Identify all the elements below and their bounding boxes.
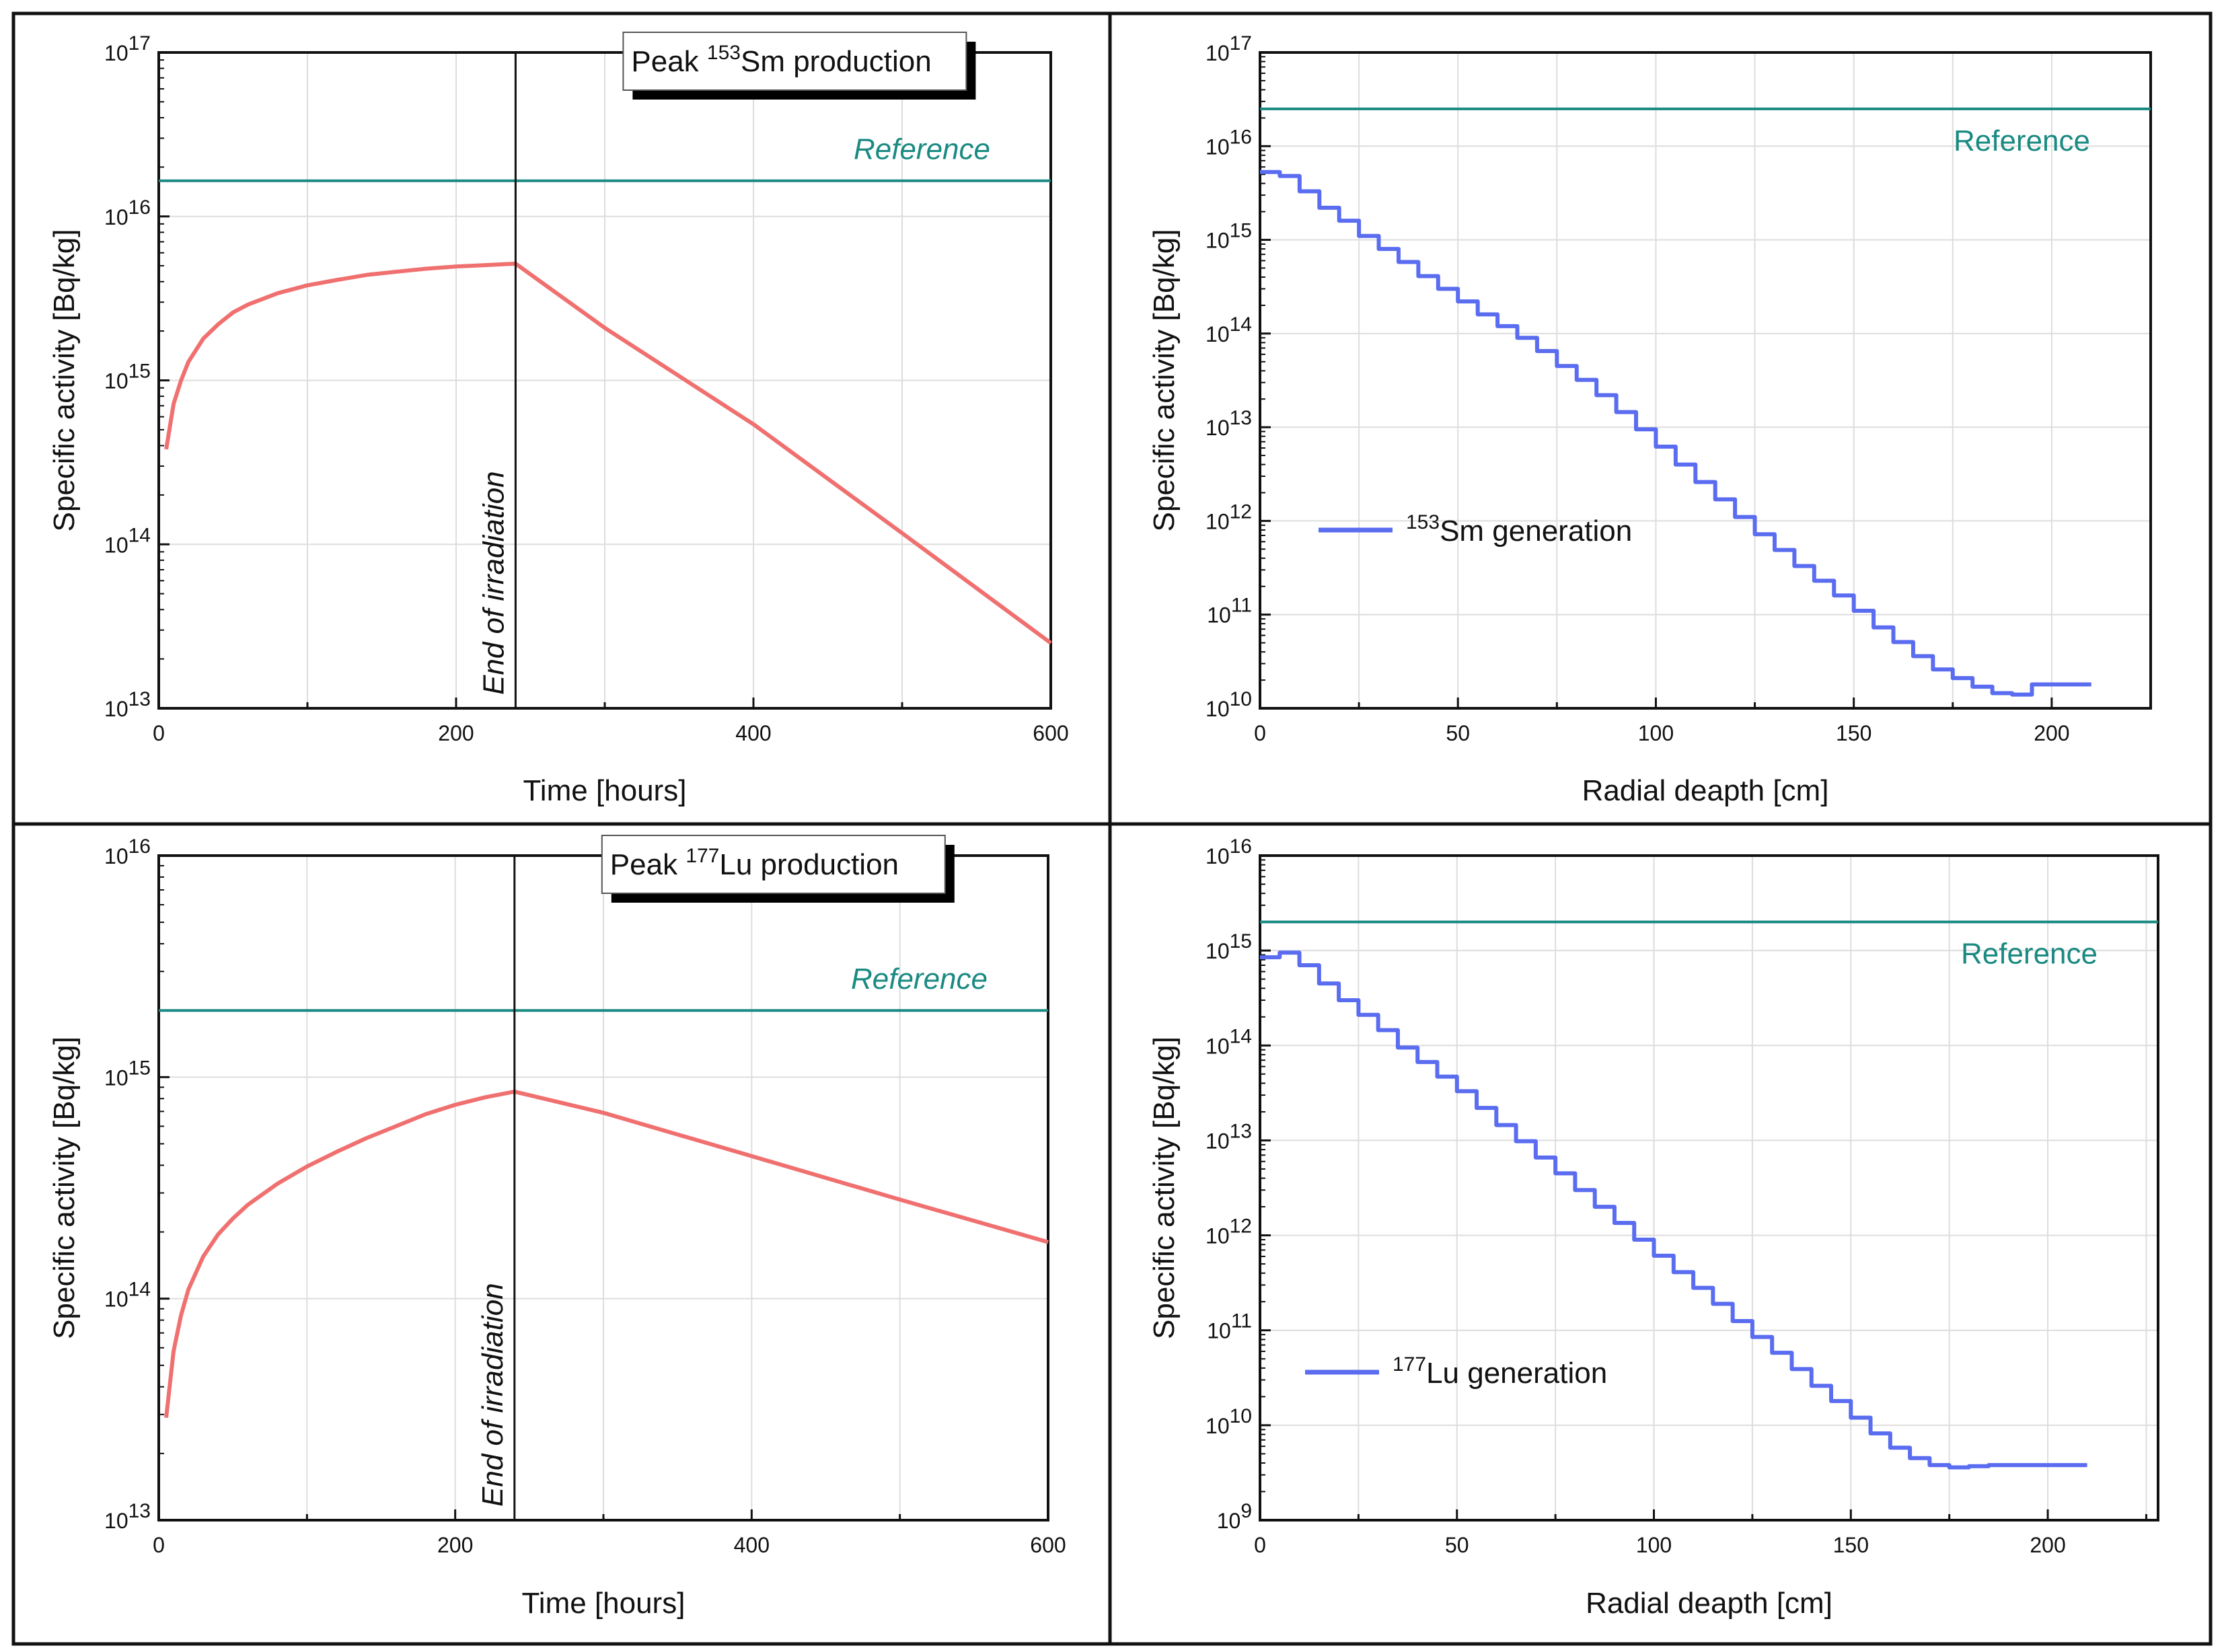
series-line bbox=[164, 1089, 1049, 1419]
y-tick-label: 1010 bbox=[1206, 688, 1252, 721]
y-tick-label: 1012 bbox=[1206, 500, 1252, 533]
x-axis: 0 200 400 600 bbox=[153, 1509, 1066, 1557]
peak-production-box: Peak 153Sm production bbox=[622, 32, 976, 100]
y-tick-label: 1010 bbox=[1206, 1405, 1252, 1438]
y-axis-title: Specific activity [Bq/kg] bbox=[1148, 1037, 1181, 1339]
y-tick-label: 1013 bbox=[1206, 1120, 1252, 1153]
x-tick-label: 0 bbox=[1254, 721, 1266, 745]
y-tick-label: 1014 bbox=[1206, 313, 1252, 346]
y-axis-title: Specific activity [Bq/kg] bbox=[48, 229, 81, 532]
x-axis-title: Time [hours] bbox=[522, 1587, 685, 1620]
y-tick-label: 1015 bbox=[1206, 220, 1252, 253]
y-tick-label: 1014 bbox=[104, 524, 151, 557]
x-tick-label: 400 bbox=[735, 721, 771, 745]
x-tick-label: 100 bbox=[1638, 721, 1674, 745]
x-tick-label: 0 bbox=[153, 1533, 165, 1557]
y-tick-label: 1012 bbox=[1206, 1215, 1252, 1248]
y-axis: 109 1010 1011 1012 1013 1014 1015 1016 bbox=[1206, 835, 1271, 1533]
box-frame bbox=[601, 835, 946, 894]
end-of-irradiation-label: End of irradiation bbox=[477, 471, 510, 695]
y-tick-label: 1014 bbox=[1206, 1025, 1252, 1058]
legend-label: 177Lu generation bbox=[1393, 1353, 1607, 1390]
y-tick-label: 1016 bbox=[104, 835, 151, 868]
y-tick-label: 1014 bbox=[104, 1279, 151, 1312]
y-tick-label: 1017 bbox=[104, 32, 151, 65]
reference-label: Reference bbox=[854, 133, 990, 166]
x-axis-title: Time [hours] bbox=[523, 774, 687, 807]
x-tick-label: 50 bbox=[1446, 721, 1470, 745]
x-tick-label: 200 bbox=[2034, 721, 2069, 745]
panel-grid-frame bbox=[11, 11, 2213, 1646]
x-tick-label: 600 bbox=[1033, 721, 1068, 745]
peak-production-label: Peak 177Lu production bbox=[610, 845, 899, 881]
box-frame bbox=[622, 32, 967, 91]
y-axis: 1013 1014 1015 1016 bbox=[104, 835, 170, 1533]
gridlines bbox=[1260, 52, 2151, 709]
reference-label: Reference bbox=[1954, 124, 2090, 157]
series-line bbox=[1260, 950, 2087, 1470]
x-axis: 0 200 400 600 bbox=[153, 698, 1069, 745]
peak-production-label: Peak 153Sm production bbox=[631, 42, 931, 78]
x-axis: 0 50 100 150 200 bbox=[1254, 698, 2152, 745]
x-tick-label: 400 bbox=[734, 1533, 770, 1557]
series-line bbox=[164, 261, 1052, 645]
reference-label: Reference bbox=[851, 963, 988, 996]
reference-label: Reference bbox=[1961, 938, 2098, 971]
y-tick-label: 1013 bbox=[104, 1500, 151, 1533]
y-tick-label: 1015 bbox=[104, 1057, 151, 1090]
chart-bottom-left: 0 200 400 600 Time [hours] 1013 1014 1015 1016 Sp… bbox=[48, 835, 1066, 1620]
peak-production-box: Peak 177Lu production bbox=[601, 835, 955, 903]
y-axis-title: Specific activity [Bq/kg] bbox=[1148, 229, 1181, 532]
x-tick-label: 0 bbox=[1254, 1533, 1266, 1557]
y-tick-label: 1013 bbox=[104, 688, 151, 721]
y-tick-label: 1016 bbox=[1206, 835, 1252, 868]
y-axis-title: Specific activity [Bq/kg] bbox=[48, 1037, 81, 1339]
x-tick-label: 150 bbox=[1833, 1533, 1869, 1557]
x-tick-label: 200 bbox=[438, 721, 474, 745]
plot-frame bbox=[1259, 51, 2152, 710]
plot-frame bbox=[1259, 854, 2159, 1522]
legend: 153Sm generation bbox=[1319, 511, 1632, 548]
figure-border bbox=[11, 11, 2213, 1646]
x-tick-label: 200 bbox=[2030, 1533, 2065, 1557]
y-tick-label: 1011 bbox=[1207, 1310, 1252, 1343]
y-tick-label: 1011 bbox=[1207, 595, 1252, 628]
y-tick-label: 1015 bbox=[104, 361, 151, 393]
x-tick-label: 150 bbox=[1836, 721, 1871, 745]
y-tick-label: 1015 bbox=[1206, 930, 1252, 963]
x-tick-label: 100 bbox=[1636, 1533, 1672, 1557]
y-tick-label: 1016 bbox=[1206, 126, 1252, 159]
y-tick-label: 109 bbox=[1217, 1500, 1252, 1533]
y-tick-label: 1017 bbox=[1206, 32, 1252, 65]
y-axis: 1010 1011 1012 1013 1014 1015 1016 1017 bbox=[1206, 32, 1271, 721]
x-tick-label: 200 bbox=[437, 1533, 473, 1557]
x-tick-label: 600 bbox=[1030, 1533, 1066, 1557]
legend: 177Lu generation bbox=[1305, 1353, 1607, 1390]
legend-label: 153Sm generation bbox=[1406, 511, 1632, 548]
x-axis: 0 50 100 150 200 bbox=[1254, 1509, 2147, 1557]
x-axis-title: Radial deapth [cm] bbox=[1586, 1587, 1832, 1620]
x-axis-title: Radial deapth [cm] bbox=[1582, 774, 1829, 807]
y-tick-label: 1013 bbox=[1206, 407, 1252, 440]
y-tick-label: 1016 bbox=[104, 196, 151, 229]
y-axis: 1013 1014 1015 1016 1017 bbox=[104, 32, 170, 721]
x-tick-label: 50 bbox=[1445, 1533, 1469, 1557]
end-of-irradiation-label: End of irradiation bbox=[476, 1283, 509, 1507]
chart-bottom-right: 0 50 100 150 200 Radial deapth [cm] 109 1010 101… bbox=[1148, 835, 2159, 1620]
series-line bbox=[1260, 170, 2091, 697]
x-tick-label: 0 bbox=[153, 721, 165, 745]
